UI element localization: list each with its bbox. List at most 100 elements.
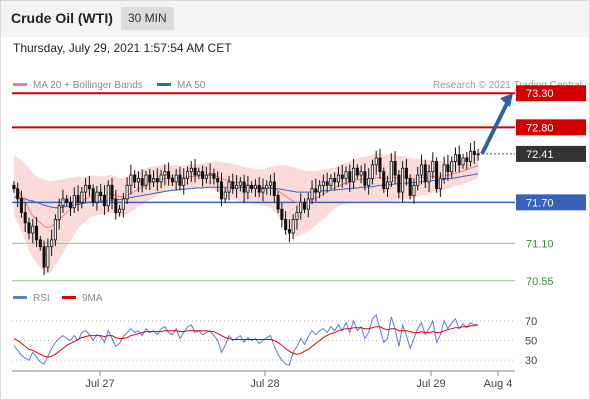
candle xyxy=(318,180,322,199)
credit-text: Research © 2021 Trading Central xyxy=(432,80,582,91)
candle-body xyxy=(42,246,46,268)
candle xyxy=(238,176,242,192)
candle-body xyxy=(333,178,337,183)
candle xyxy=(284,211,288,235)
candle-body xyxy=(461,157,465,166)
candle-body xyxy=(133,174,137,183)
header-bar xyxy=(1,1,589,37)
candle-body xyxy=(61,198,65,207)
bollinger-band xyxy=(13,152,479,274)
candle xyxy=(133,169,137,189)
candle xyxy=(163,164,167,186)
candle-body xyxy=(201,171,205,179)
candle-body xyxy=(110,184,114,200)
candle-body xyxy=(68,201,73,209)
candle xyxy=(465,151,469,170)
candle xyxy=(50,229,54,256)
candle xyxy=(204,166,208,184)
candle-body xyxy=(189,167,193,173)
candle xyxy=(393,151,397,185)
candle xyxy=(136,171,140,193)
candle-body xyxy=(136,178,140,183)
candle-body xyxy=(72,195,76,209)
candle xyxy=(442,156,446,184)
candle xyxy=(336,166,340,187)
candle-body xyxy=(340,174,344,179)
candle xyxy=(87,176,91,196)
candle-body xyxy=(174,174,178,183)
candle-body xyxy=(246,184,250,193)
candle-body xyxy=(76,195,80,203)
candle xyxy=(129,164,133,195)
candle xyxy=(35,217,39,248)
candle-body xyxy=(27,222,31,234)
timestamp: Thursday, July 29, 2021 1:57:54 AM CET xyxy=(13,41,232,55)
candle-body xyxy=(314,188,318,193)
level-label-72.80: 72.80 xyxy=(526,122,554,134)
candle xyxy=(378,148,382,179)
candle-body xyxy=(12,184,16,190)
rsi-tick-70: 70 xyxy=(525,316,537,328)
candle xyxy=(216,171,220,193)
candle-body xyxy=(472,150,476,156)
legend-9ma: 9MA xyxy=(62,293,103,304)
candle-body xyxy=(95,191,99,203)
candle xyxy=(253,179,257,197)
candle-body xyxy=(318,184,322,193)
candle xyxy=(219,172,223,207)
candle xyxy=(114,189,118,220)
candle-body xyxy=(50,239,54,248)
candle xyxy=(174,168,178,191)
candle xyxy=(57,198,61,230)
candle-body xyxy=(216,178,220,183)
level-box-73.30 xyxy=(516,85,586,102)
candle xyxy=(159,169,163,189)
x-tick-label-Aug-4: Aug 4 xyxy=(484,378,513,390)
candle xyxy=(155,168,159,192)
legend-rsi-label: RSI xyxy=(33,293,50,304)
instrument-title: Crude Oil (WTI) xyxy=(11,10,113,26)
legend-ma50-swatch xyxy=(157,82,171,86)
candle xyxy=(280,203,284,228)
candle xyxy=(423,159,427,189)
candle-body xyxy=(163,171,167,176)
candle-body xyxy=(178,174,182,186)
candle xyxy=(438,172,442,197)
candle-body xyxy=(336,174,340,183)
candle-body xyxy=(91,188,95,203)
x-tick-label-Jul-28: Jul 28 xyxy=(250,378,279,390)
candle xyxy=(453,147,457,172)
candle xyxy=(314,178,318,202)
candle xyxy=(27,217,31,240)
candle-body xyxy=(438,178,442,190)
candle xyxy=(359,165,363,184)
candle xyxy=(91,184,95,207)
legend-9ma-label: 9MA xyxy=(82,293,103,304)
candle xyxy=(408,174,412,200)
candle-body xyxy=(404,167,408,179)
legend-ma50: MA 50 xyxy=(157,80,205,91)
candle xyxy=(140,169,144,193)
candle xyxy=(389,153,393,187)
candle xyxy=(151,170,156,187)
candle xyxy=(42,240,46,276)
candle-body xyxy=(65,198,69,203)
candle-body xyxy=(242,181,246,193)
candle-body xyxy=(23,212,27,224)
candle xyxy=(404,159,408,186)
candle-body xyxy=(219,181,223,200)
candle-body xyxy=(344,171,348,179)
timeframe-badge[interactable]: 30 MIN xyxy=(121,7,174,30)
candle xyxy=(276,191,280,214)
candle-body xyxy=(393,161,397,176)
candle-body xyxy=(367,178,371,186)
candle xyxy=(106,180,110,212)
candle xyxy=(435,157,439,193)
candle xyxy=(110,178,114,210)
candle-body xyxy=(99,191,103,196)
candle xyxy=(231,173,235,194)
candle xyxy=(446,154,450,181)
legend-9ma-swatch xyxy=(62,295,76,299)
candle-body xyxy=(208,173,212,176)
candle-body xyxy=(457,154,461,166)
